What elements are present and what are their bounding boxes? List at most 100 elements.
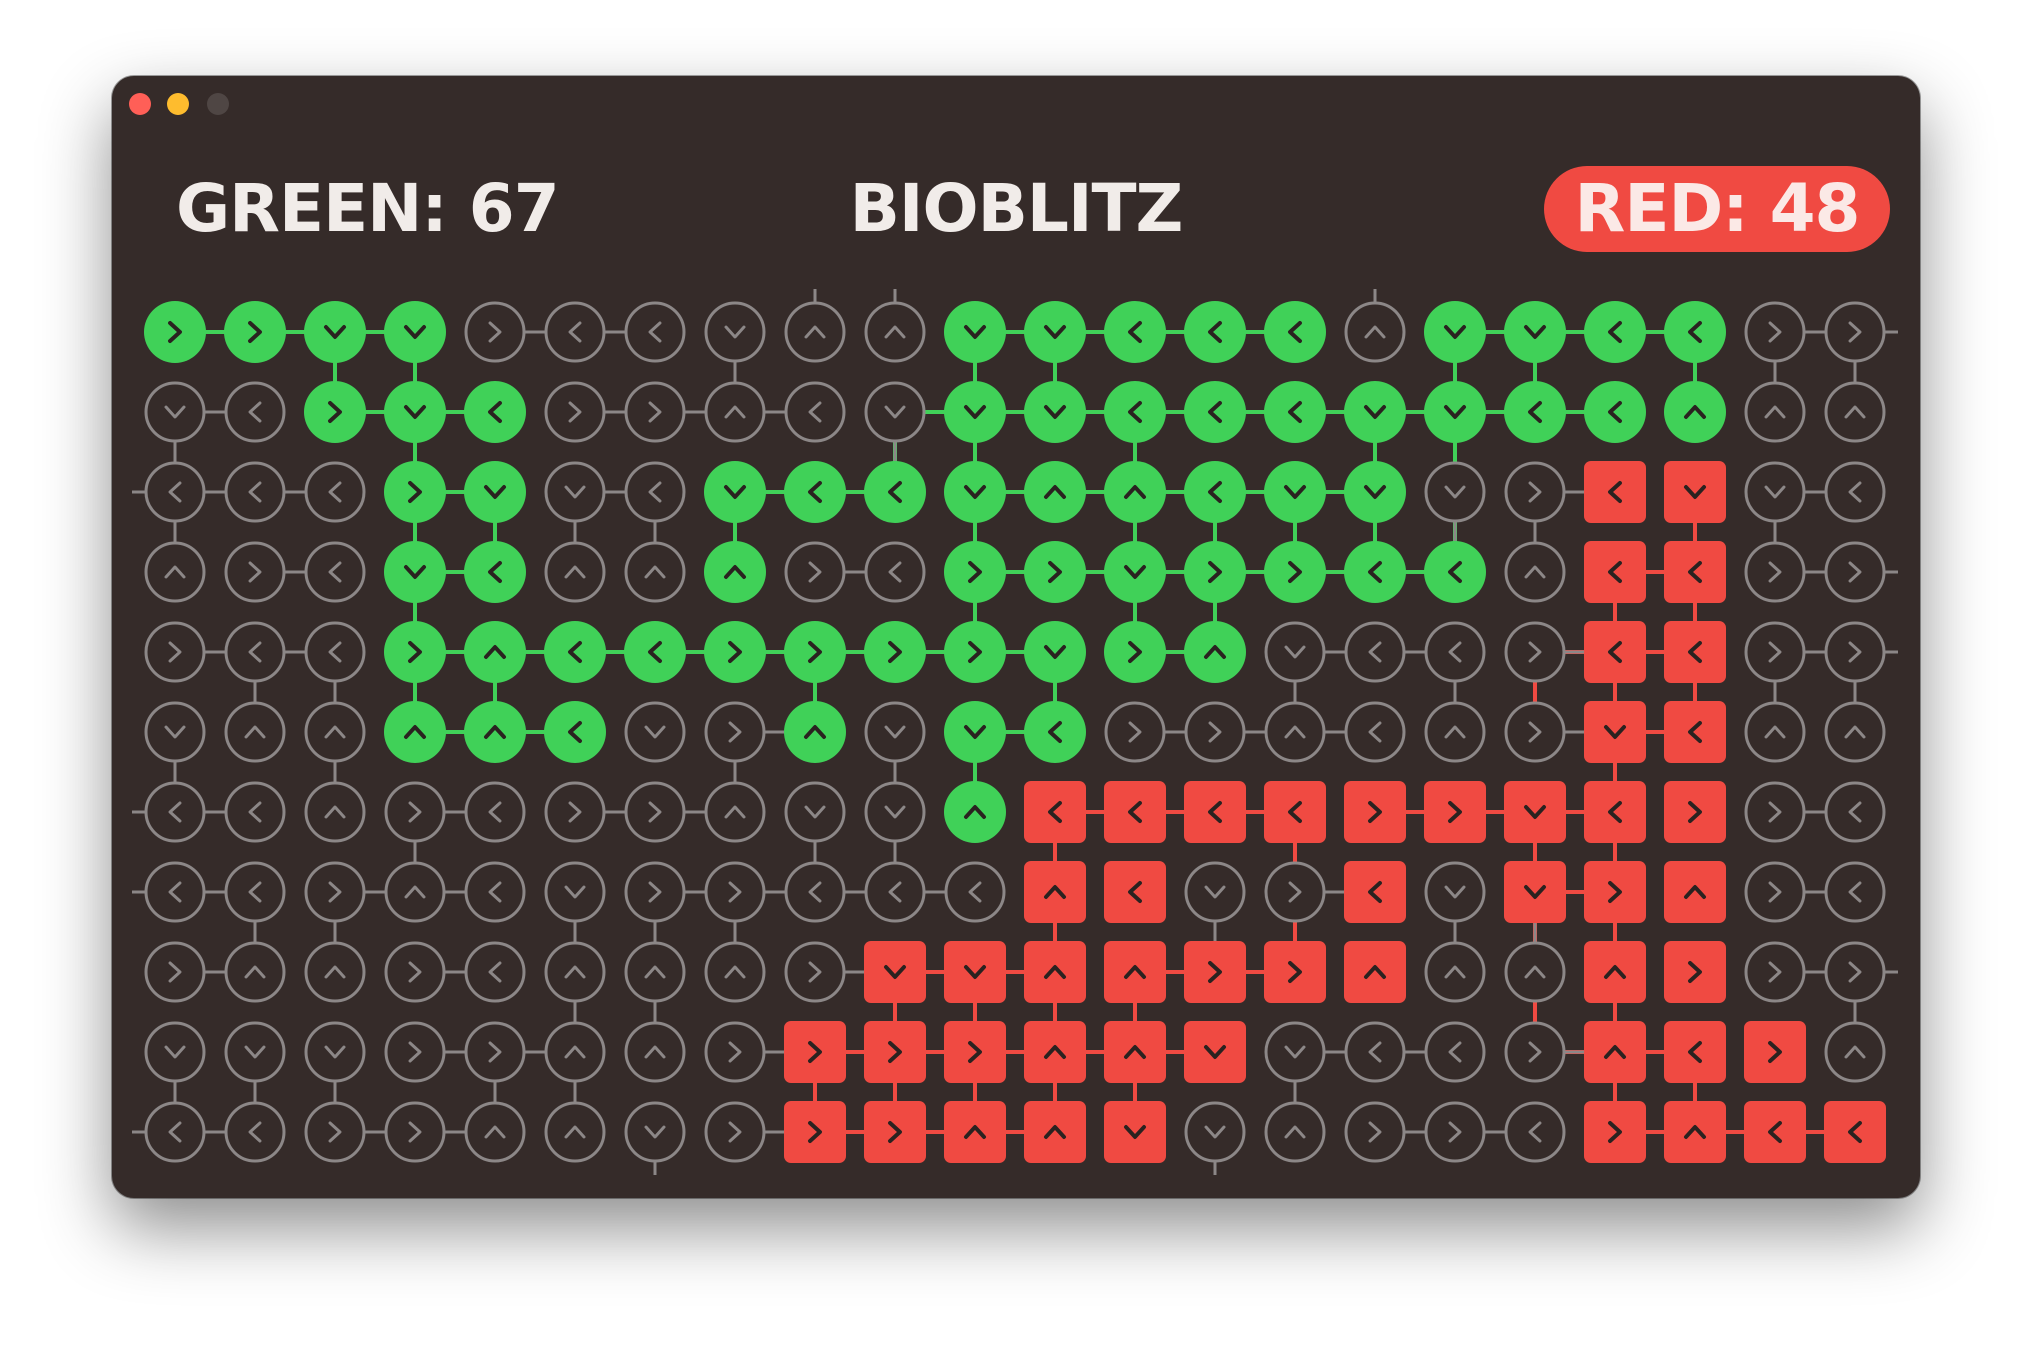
cell-empty-up[interactable] (544, 1021, 606, 1083)
cell-empty-left[interactable] (544, 301, 606, 363)
cell-green-up[interactable] (1104, 461, 1166, 523)
cell-empty-left[interactable] (144, 781, 206, 843)
cell-empty-right[interactable] (1744, 541, 1806, 603)
cell-green-up[interactable] (464, 701, 526, 763)
cell-empty-left[interactable] (224, 381, 286, 443)
cell-empty-right[interactable] (784, 941, 846, 1003)
cell-red-left[interactable] (1184, 781, 1246, 843)
cell-green-right[interactable] (1264, 541, 1326, 603)
cell-red-left[interactable] (1824, 1101, 1886, 1163)
cell-green-left[interactable] (1104, 381, 1166, 443)
cell-empty-right[interactable] (704, 701, 766, 763)
cell-red-right[interactable] (944, 1021, 1006, 1083)
cell-empty-left[interactable] (784, 861, 846, 923)
cell-empty-right[interactable] (704, 1101, 766, 1163)
cell-red-right[interactable] (784, 1101, 846, 1163)
cell-green-down[interactable] (1424, 381, 1486, 443)
cell-green-left[interactable] (464, 541, 526, 603)
cell-empty-left[interactable] (144, 861, 206, 923)
cell-green-left[interactable] (1184, 301, 1246, 363)
game-board[interactable] (112, 76, 1920, 1198)
cell-empty-left[interactable] (1424, 1021, 1486, 1083)
cell-red-left[interactable] (1584, 541, 1646, 603)
cell-red-right[interactable] (1584, 861, 1646, 923)
cell-empty-right[interactable] (1264, 861, 1326, 923)
cell-green-right[interactable] (1104, 621, 1166, 683)
cell-red-right[interactable] (1584, 1101, 1646, 1163)
cell-red-up[interactable] (1024, 1101, 1086, 1163)
cell-empty-right[interactable] (1744, 781, 1806, 843)
cell-empty-up[interactable] (1824, 1021, 1886, 1083)
cell-red-left[interactable] (1744, 1101, 1806, 1163)
cell-empty-up[interactable] (1824, 381, 1886, 443)
cell-green-left[interactable] (1584, 381, 1646, 443)
cell-red-left[interactable] (1664, 701, 1726, 763)
cell-green-right[interactable] (944, 541, 1006, 603)
cell-green-left[interactable] (784, 461, 846, 523)
cell-empty-up[interactable] (544, 1101, 606, 1163)
cell-empty-down[interactable] (144, 381, 206, 443)
cell-green-right[interactable] (704, 621, 766, 683)
cell-empty-down[interactable] (224, 1021, 286, 1083)
cell-green-down[interactable] (464, 461, 526, 523)
cell-empty-left[interactable] (304, 541, 366, 603)
cell-red-right[interactable] (1184, 941, 1246, 1003)
cell-green-left[interactable] (1024, 701, 1086, 763)
cell-green-left[interactable] (544, 701, 606, 763)
cell-green-down[interactable] (944, 381, 1006, 443)
cell-red-right[interactable] (1264, 941, 1326, 1003)
cell-empty-down[interactable] (544, 861, 606, 923)
cell-green-up[interactable] (1664, 381, 1726, 443)
cell-empty-left[interactable] (304, 621, 366, 683)
cell-empty-down[interactable] (624, 1101, 686, 1163)
cell-empty-right[interactable] (1824, 541, 1886, 603)
cell-empty-up[interactable] (704, 781, 766, 843)
cell-green-down[interactable] (384, 301, 446, 363)
cell-empty-up[interactable] (304, 701, 366, 763)
cell-green-left[interactable] (1664, 301, 1726, 363)
cell-empty-right[interactable] (384, 781, 446, 843)
cell-empty-left[interactable] (1344, 621, 1406, 683)
cell-green-up[interactable] (944, 781, 1006, 843)
cell-red-left[interactable] (1664, 1021, 1726, 1083)
cell-red-left[interactable] (1104, 781, 1166, 843)
cell-empty-up[interactable] (304, 781, 366, 843)
cell-empty-right[interactable] (1824, 621, 1886, 683)
cell-empty-up[interactable] (1264, 701, 1326, 763)
cell-empty-left[interactable] (1824, 461, 1886, 523)
cell-red-down[interactable] (1584, 701, 1646, 763)
cell-green-left[interactable] (624, 621, 686, 683)
cell-red-down[interactable] (1184, 1021, 1246, 1083)
cell-green-down[interactable] (944, 461, 1006, 523)
cell-green-left[interactable] (1584, 301, 1646, 363)
cell-empty-right[interactable] (624, 861, 686, 923)
cell-green-right[interactable] (144, 301, 206, 363)
cell-empty-down[interactable] (544, 461, 606, 523)
cell-empty-up[interactable] (1344, 301, 1406, 363)
cell-empty-left[interactable] (464, 781, 526, 843)
cell-empty-right[interactable] (384, 1101, 446, 1163)
cell-green-up[interactable] (384, 701, 446, 763)
cell-empty-right[interactable] (464, 1021, 526, 1083)
cell-empty-up[interactable] (704, 381, 766, 443)
cell-empty-up[interactable] (304, 941, 366, 1003)
cell-red-up[interactable] (1584, 941, 1646, 1003)
cell-green-down[interactable] (944, 301, 1006, 363)
cell-empty-right[interactable] (384, 1021, 446, 1083)
cell-empty-right[interactable] (384, 941, 446, 1003)
cell-green-left[interactable] (1184, 381, 1246, 443)
cell-green-left[interactable] (1344, 541, 1406, 603)
cell-empty-right[interactable] (304, 1101, 366, 1163)
cell-empty-up[interactable] (1744, 381, 1806, 443)
cell-empty-up[interactable] (1264, 1101, 1326, 1163)
cell-empty-left[interactable] (224, 781, 286, 843)
cell-empty-down[interactable] (864, 381, 926, 443)
cell-red-right[interactable] (1664, 941, 1726, 1003)
cell-red-right[interactable] (1664, 781, 1726, 843)
cell-green-right[interactable] (384, 461, 446, 523)
cell-empty-left[interactable] (224, 621, 286, 683)
cell-empty-left[interactable] (864, 861, 926, 923)
cell-empty-right[interactable] (784, 541, 846, 603)
cell-green-down[interactable] (1104, 541, 1166, 603)
cell-green-left[interactable] (1264, 381, 1326, 443)
